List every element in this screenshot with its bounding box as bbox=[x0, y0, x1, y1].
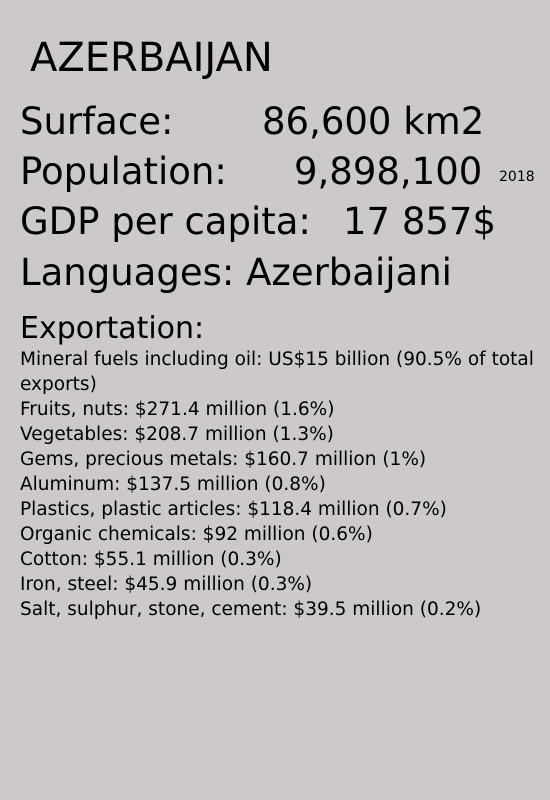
export-item: Aluminum: $137.5 million (0.8%) bbox=[20, 474, 326, 495]
export-item: Salt, sulphur, stone, cement: $39.5 mill… bbox=[20, 599, 482, 620]
exportation-list: Mineral fuels including oil: US$15 billi… bbox=[20, 347, 540, 622]
population-label: Population: bbox=[20, 150, 227, 193]
export-item: Mineral fuels including oil: US$15 billi… bbox=[20, 349, 534, 395]
population-row: Population: 9,898,100 2018 bbox=[20, 150, 535, 194]
export-item: Gems, precious metals: $160.7 million (1… bbox=[20, 449, 427, 470]
export-item: Iron, steel: $45.9 million (0.3%) bbox=[20, 574, 313, 595]
country-title: AZERBAIJAN bbox=[30, 35, 273, 81]
surface-row: Surface: 86,600 km2 bbox=[20, 100, 484, 144]
export-item: Organic chemicals: $92 million (0.6%) bbox=[20, 524, 373, 545]
surface-label: Surface: bbox=[20, 100, 174, 143]
gdp-row: GDP per capita: 17 857$ bbox=[20, 200, 496, 244]
export-item: Cotton: $55.1 million (0.3%) bbox=[20, 549, 282, 570]
gdp-label: GDP per capita: bbox=[20, 200, 311, 243]
exportation-heading: Exportation: bbox=[20, 311, 205, 346]
export-item: Fruits, nuts: $271.4 million (1.6%) bbox=[20, 399, 335, 420]
population-value: 9,898,100 bbox=[294, 150, 483, 193]
languages-row: Languages: Azerbaijani bbox=[20, 251, 452, 294]
gdp-value: 17 857$ bbox=[343, 200, 497, 243]
population-year: 2018 bbox=[499, 169, 535, 185]
export-item: Plastics, plastic articles: $118.4 milli… bbox=[20, 499, 447, 520]
export-item: Vegetables: $208.7 million (1.3%) bbox=[20, 424, 334, 445]
surface-value: 86,600 km2 bbox=[262, 100, 485, 143]
